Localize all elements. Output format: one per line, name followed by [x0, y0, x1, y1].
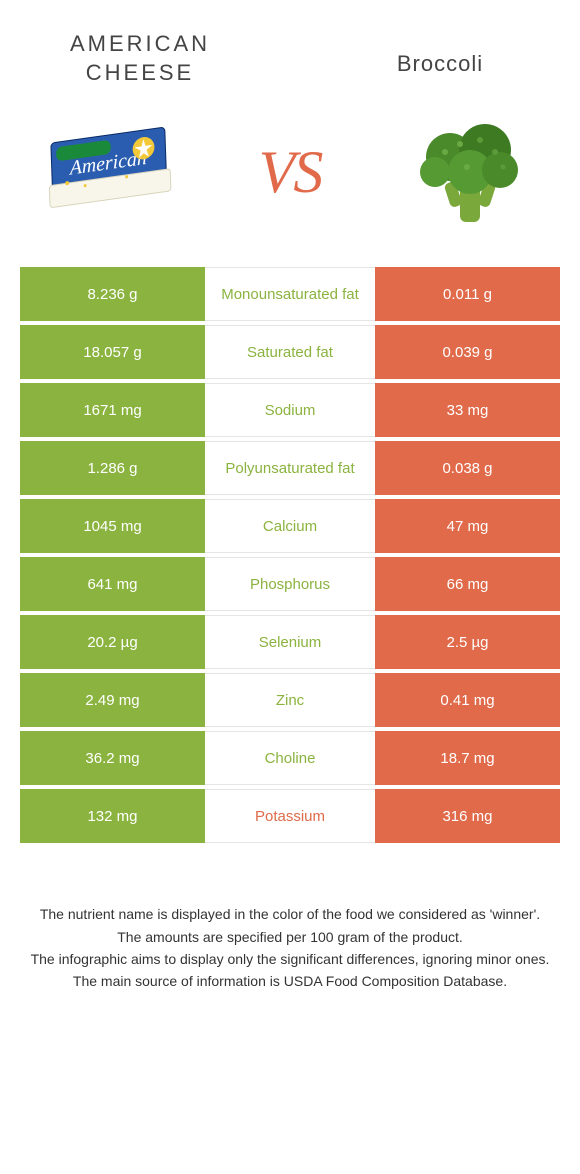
- nutrient-label: Potassium: [205, 789, 375, 843]
- left-title-line2: CHEESE: [40, 59, 240, 88]
- left-value: 1045 mg: [20, 499, 205, 553]
- table-row: 2.49 mgZinc0.41 mg: [20, 673, 560, 727]
- right-value: 0.039 g: [375, 325, 560, 379]
- nutrient-label: Choline: [205, 731, 375, 785]
- table-row: 1.286 gPolyunsaturated fat0.038 g: [20, 441, 560, 495]
- right-value: 18.7 mg: [375, 731, 560, 785]
- right-value: 2.5 µg: [375, 615, 560, 669]
- table-row: 1045 mgCalcium47 mg: [20, 499, 560, 553]
- comparison-table: 8.236 gMonounsaturated fat0.011 g18.057 …: [20, 267, 560, 843]
- right-value: 33 mg: [375, 383, 560, 437]
- header: AMERICAN CHEESE Broccoli: [0, 0, 580, 97]
- table-row: 641 mgPhosphorus66 mg: [20, 557, 560, 611]
- table-row: 1671 mgSodium33 mg: [20, 383, 560, 437]
- images-row: American VS: [0, 97, 580, 267]
- broccoli-image: [390, 107, 550, 237]
- left-value: 20.2 µg: [20, 615, 205, 669]
- left-value: 2.49 mg: [20, 673, 205, 727]
- footer: The nutrient name is displayed in the co…: [0, 883, 580, 1053]
- footer-line3: The infographic aims to display only the…: [30, 948, 550, 970]
- nutrient-label: Calcium: [205, 499, 375, 553]
- left-value: 8.236 g: [20, 267, 205, 321]
- right-title: Broccoli: [340, 50, 540, 79]
- right-value: 0.41 mg: [375, 673, 560, 727]
- header-right: Broccoli: [340, 30, 540, 79]
- right-value: 316 mg: [375, 789, 560, 843]
- right-value: 47 mg: [375, 499, 560, 553]
- nutrient-label: Selenium: [205, 615, 375, 669]
- left-value: 132 mg: [20, 789, 205, 843]
- table-row: 132 mgPotassium316 mg: [20, 789, 560, 843]
- left-value: 18.057 g: [20, 325, 205, 379]
- left-value: 1.286 g: [20, 441, 205, 495]
- nutrient-label: Saturated fat: [205, 325, 375, 379]
- table-row: 20.2 µgSelenium2.5 µg: [20, 615, 560, 669]
- header-left: AMERICAN CHEESE: [40, 30, 240, 87]
- cheese-image: American: [30, 107, 190, 237]
- left-value: 641 mg: [20, 557, 205, 611]
- table-row: 36.2 mgCholine18.7 mg: [20, 731, 560, 785]
- nutrient-label: Polyunsaturated fat: [205, 441, 375, 495]
- nutrient-label: Sodium: [205, 383, 375, 437]
- right-value: 0.038 g: [375, 441, 560, 495]
- table-row: 8.236 gMonounsaturated fat0.011 g: [20, 267, 560, 321]
- right-value: 0.011 g: [375, 267, 560, 321]
- left-title-line1: AMERICAN: [40, 30, 240, 59]
- left-value: 36.2 mg: [20, 731, 205, 785]
- left-value: 1671 mg: [20, 383, 205, 437]
- footer-line1: The nutrient name is displayed in the co…: [30, 903, 550, 925]
- vs-label: VS: [259, 138, 322, 207]
- footer-line2: The amounts are specified per 100 gram o…: [30, 926, 550, 948]
- nutrient-label: Monounsaturated fat: [205, 267, 375, 321]
- table-row: 18.057 gSaturated fat0.039 g: [20, 325, 560, 379]
- footer-line4: The main source of information is USDA F…: [30, 970, 550, 992]
- right-value: 66 mg: [375, 557, 560, 611]
- nutrient-label: Zinc: [205, 673, 375, 727]
- nutrient-label: Phosphorus: [205, 557, 375, 611]
